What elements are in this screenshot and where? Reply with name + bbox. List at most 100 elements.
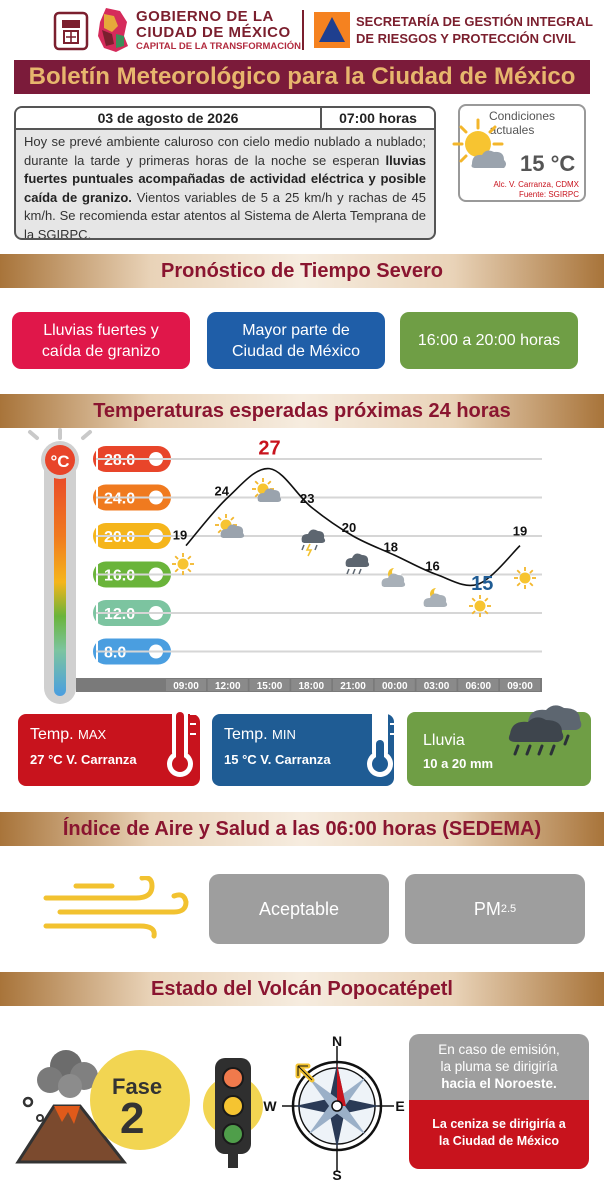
compass-s: S	[332, 1167, 341, 1183]
tick-label: 18:00	[298, 681, 324, 692]
sun-cloud-icon	[452, 118, 506, 168]
pollutant-name: PM	[473, 898, 501, 919]
tick-label: 06:00	[465, 681, 491, 692]
tick-box	[500, 679, 540, 691]
min-temp-label: Temp.	[224, 726, 268, 743]
ash-info: La ceniza se dirigiría a la Ciudad de Mé…	[409, 1100, 589, 1169]
temperature-curve	[185, 467, 521, 587]
phase-circle	[90, 1050, 190, 1150]
rain-label: Lluvia	[423, 732, 465, 749]
bulletin-date: 03 de agosto de 2026	[16, 108, 322, 128]
sun-icon	[514, 567, 536, 589]
min-temp-title: Temp. MIN	[224, 726, 296, 744]
rain-cloud-icon	[508, 705, 582, 756]
compass-n: N	[332, 1034, 342, 1049]
emission-line1: En caso de emisión,	[438, 1042, 560, 1057]
moon-cloud-icon	[381, 567, 406, 587]
tick-label: 09:00	[173, 681, 199, 692]
tick-box	[374, 679, 415, 691]
value-labels: 19 24 27 23 20 18 16 15 19	[173, 438, 527, 596]
severe-area-pill: Mayor parte de Ciudad de México	[207, 312, 385, 369]
tick-label: 15:00	[257, 681, 283, 692]
cdmx-map-logo	[98, 8, 128, 52]
cdmx-coat-of-arms-icon	[53, 11, 89, 51]
conditions-label-line2: actuales	[489, 123, 535, 137]
sun-icon	[172, 553, 194, 575]
scale-label: 12.0	[104, 606, 135, 623]
tick-label: 00:00	[382, 681, 408, 692]
emission-line2: la pluma se dirigiría	[440, 1059, 558, 1074]
value-label: 23	[300, 491, 314, 506]
compass-e: E	[395, 1098, 404, 1114]
scale-label: 8.0	[104, 645, 126, 662]
value-label: 24	[215, 484, 230, 499]
thermometer-cold-icon	[367, 702, 396, 777]
thermometer-hot-icon	[167, 702, 196, 777]
gov-slogan: CAPITAL DE LA TRANSFORMACIÓN	[136, 41, 302, 52]
conditions-label-line1: Condiciones	[488, 109, 556, 123]
bulletin-text-a: Hoy se prevé ambiente caluroso con cielo…	[24, 134, 426, 168]
air-quality-header: Índice de Aire y Salud a las 06:00 horas…	[0, 812, 604, 846]
bulletin-box: 03 de agosto de 2026 07:00 horas Hoy se …	[14, 106, 436, 240]
rain-cloud-icon	[345, 553, 370, 575]
sun-cloud-icon	[215, 514, 245, 538]
moon-cloud-icon	[423, 587, 448, 607]
volcano-header: Estado del Volcán Popocatépetl	[0, 972, 604, 1006]
celsius-badge: °C	[50, 452, 69, 471]
value-label: 16	[425, 559, 439, 574]
page-title: Boletín Meteorológico para la Ciudad de …	[14, 60, 590, 94]
min-temp-card: Temp. MIN 15 °C V. Carranza	[212, 714, 394, 786]
sun-cloud-icon	[252, 478, 282, 502]
temperature-scale: 28.0 24.0 20.0 16.0 12.0 8.0	[93, 446, 171, 665]
rain-value: 10 a 20 mm	[423, 756, 494, 771]
emission-info: En caso de emisión, la pluma se dirigirí…	[409, 1034, 589, 1100]
bulletin-text-b: Vientos variables de 5 a 25 km/h y racha…	[24, 189, 426, 240]
ash-line2: la Ciudad de México	[438, 1134, 560, 1148]
temperature-chart: °C 28.0 24.0 20.0 16.0 12.0 8.0 09:00 12:00 15:…	[28, 428, 542, 704]
compass-w: W	[263, 1098, 277, 1114]
tick-box	[458, 679, 499, 691]
severe-hazard-pill: Lluvias fuertes y caída de granizo	[12, 312, 190, 369]
air-quality-status: Aceptable	[209, 874, 389, 944]
tick-box	[291, 679, 332, 691]
compass-icon: N S W E	[263, 1034, 404, 1183]
wind-icon	[43, 876, 189, 939]
scale-label: 20.0	[104, 529, 135, 546]
temperature-header: Temperaturas esperadas próximas 24 horas	[0, 394, 604, 428]
severe-time-pill: 16:00 a 20:00 horas	[400, 312, 578, 369]
max-temp-label: Temp.	[30, 726, 74, 743]
air-pollutant: PM 2.5	[405, 874, 585, 944]
max-temp-value: 27 °C V. Carranza	[30, 752, 137, 767]
tick-label: 12:00	[215, 681, 241, 692]
conditions-source: Fuente: SGIRPC	[518, 190, 579, 199]
bulletin-header: 03 de agosto de 2026 07:00 horas	[16, 108, 434, 130]
gov-name-line2: CIUDAD DE MÉXICO	[136, 24, 291, 41]
severe-weather-header: Pronóstico de Tiempo Severo	[0, 254, 604, 288]
ash-line1: La ceniza se dirigiría a	[432, 1117, 566, 1131]
value-label: 27	[258, 438, 280, 460]
phase-number: 2	[120, 1094, 145, 1143]
conditions-location: Alc. V. Carranza, CDMX	[493, 180, 579, 189]
max-temp-card: Temp. MAX 27 °C V. Carranza	[18, 714, 200, 786]
header: GOBIERNO DE LA CIUDAD DE MÉXICO CAPITAL …	[0, 0, 604, 58]
tick-label: 09:00	[507, 681, 533, 692]
thermometer-bulb	[45, 445, 75, 475]
tick-box	[333, 679, 373, 691]
value-label: 15	[471, 573, 493, 595]
weather-icons	[172, 478, 536, 617]
header-divider	[302, 10, 304, 50]
civil-protection-icon	[314, 12, 350, 48]
max-temp-title: Temp. MAX	[30, 726, 106, 744]
traffic-light-icon	[203, 1058, 263, 1168]
min-temp-label-small: MIN	[272, 727, 296, 742]
sec-name-line1: SECRETARÍA DE GESTIÓN INTEGRAL	[356, 14, 593, 29]
pollutant-sub: 2.5	[500, 903, 517, 915]
value-label: 19	[513, 524, 527, 539]
phase-label: Fase	[112, 1074, 163, 1099]
scale-label: 28.0	[104, 452, 135, 469]
current-temperature: 15 °C	[520, 151, 576, 176]
scale-label: 24.0	[104, 491, 135, 508]
min-temp-value: 15 °C V. Carranza	[224, 752, 331, 767]
tick-label: 21:00	[340, 681, 366, 692]
sec-name-line2: DE RIESGOS Y PROTECCIÓN CIVIL	[356, 31, 576, 46]
